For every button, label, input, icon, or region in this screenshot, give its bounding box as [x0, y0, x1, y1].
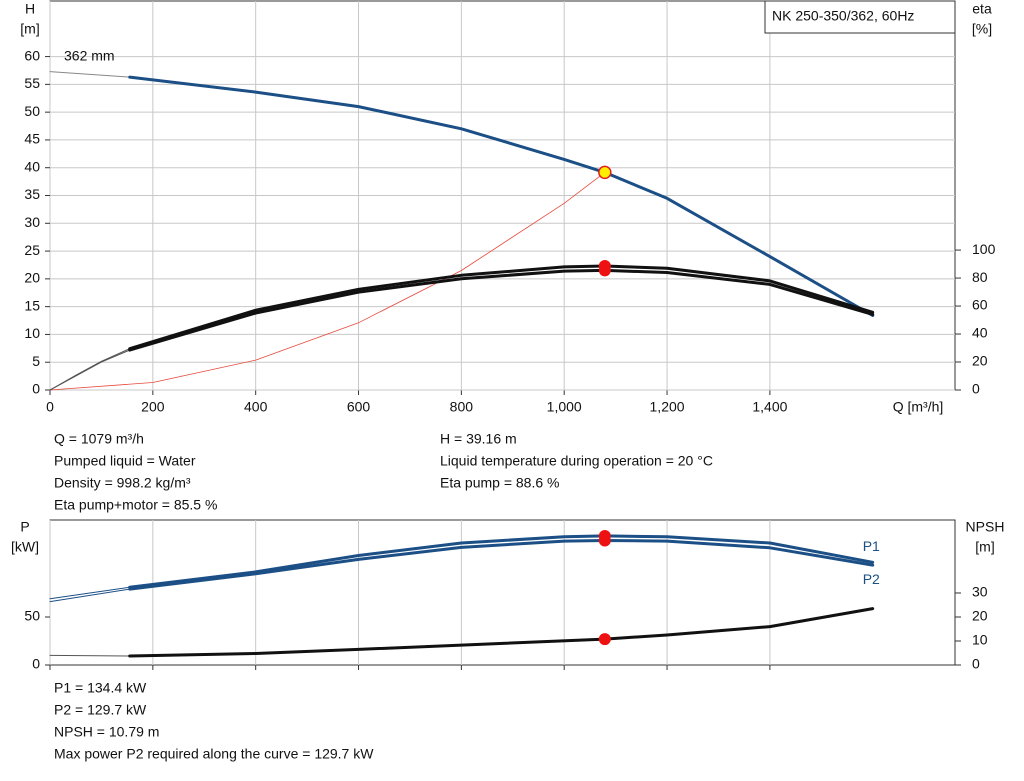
y-tick-label: 15 [24, 297, 40, 313]
y-tick-label: 45 [24, 131, 40, 147]
x-tick-label: 800 [450, 399, 474, 415]
x-tick-label: 1,000 [547, 399, 582, 415]
x-axis-label: Q [m³/h] [893, 399, 944, 415]
y2-tick-label: 0 [972, 381, 980, 397]
y-tick-label: 20 [24, 270, 40, 286]
x-tick-label: 400 [244, 399, 268, 415]
y-tick-label: 50 [24, 103, 40, 119]
x-tick-label: 0 [46, 399, 54, 415]
y2-tick-label: 20 [972, 608, 988, 624]
curve [128, 607, 875, 658]
charts: 0 200 400 600 800 1,000 1,200 1,400051015202530… [11, 0, 1005, 762]
title-box [764, 0, 956, 34]
curve [49, 586, 131, 600]
y-tick-label: 0 [32, 656, 40, 672]
readout: H = 39.16 m [440, 431, 517, 447]
readout: Q = 1079 m³/h [54, 431, 144, 447]
y-axis-unit: [kW] [11, 539, 39, 555]
readout: P2 = 129.7 kW [54, 702, 147, 718]
y2-tick-label: 60 [972, 297, 988, 313]
readout: Max power P2 required along the curve = … [54, 746, 374, 762]
y-tick-label: 10 [24, 325, 40, 341]
x-tick-label: 200 [141, 399, 165, 415]
y2-axis-label: NPSH [966, 519, 1005, 535]
y2-tick-label: 10 [972, 632, 988, 648]
y2-axis-unit: [m] [975, 539, 994, 555]
curve [49, 349, 131, 391]
y-tick-label: 5 [32, 353, 40, 369]
y-tick-label: 0 [32, 381, 40, 397]
readout: P1 = 134.4 kW [54, 680, 147, 696]
operating-point [598, 264, 611, 277]
curve [128, 264, 875, 351]
readout: Pumped liquid = Water [54, 453, 196, 469]
readout: NPSH = 10.79 m [54, 724, 159, 740]
y-tick-label: 50 [24, 608, 40, 624]
curve-label: 362 mm [64, 47, 115, 63]
y-axis-label: H [25, 1, 35, 17]
chart-title: NK 250-350/362, 60Hz [772, 8, 914, 24]
readout: Density = 998.2 kg/m³ [54, 475, 191, 491]
curve [49, 172, 606, 391]
curve-label: P1 [863, 538, 880, 554]
curve [128, 268, 875, 352]
x-tick-label: 1,200 [650, 399, 685, 415]
y2-axis-label: eta [972, 1, 992, 17]
y-tick-label: 60 [24, 47, 40, 63]
y2-tick-label: 100 [972, 241, 996, 257]
operating-point [598, 534, 611, 547]
readout: Eta pump+motor = 85.5 % [54, 497, 217, 513]
operating-point [598, 165, 612, 180]
curve [128, 534, 875, 589]
y2-tick-label: 40 [972, 325, 988, 341]
x-tick-label: 1,400 [752, 399, 787, 415]
curve [128, 539, 875, 591]
readout: Liquid temperature during operation = 20… [440, 453, 713, 469]
y2-tick-label: 20 [972, 353, 988, 369]
curve-label: P2 [863, 571, 880, 587]
curve [128, 75, 875, 317]
y-axis-label: P [20, 519, 29, 535]
x-tick-label: 600 [347, 399, 371, 415]
y2-axis-unit: [%] [972, 21, 992, 37]
y-tick-label: 55 [24, 75, 40, 91]
curve [49, 71, 131, 78]
readout: Eta pump = 88.6 % [440, 475, 559, 491]
y-tick-label: 40 [24, 158, 40, 174]
curve [49, 588, 131, 603]
curve [49, 654, 131, 657]
y-tick-label: 35 [24, 186, 40, 202]
y2-tick-label: 30 [972, 584, 988, 600]
y2-tick-label: 80 [972, 269, 988, 285]
y-tick-label: 25 [24, 242, 40, 258]
y2-tick-label: 0 [972, 656, 980, 672]
operating-point [598, 633, 611, 646]
y-tick-label: 30 [24, 214, 40, 230]
y-axis-unit: [m] [20, 21, 39, 37]
